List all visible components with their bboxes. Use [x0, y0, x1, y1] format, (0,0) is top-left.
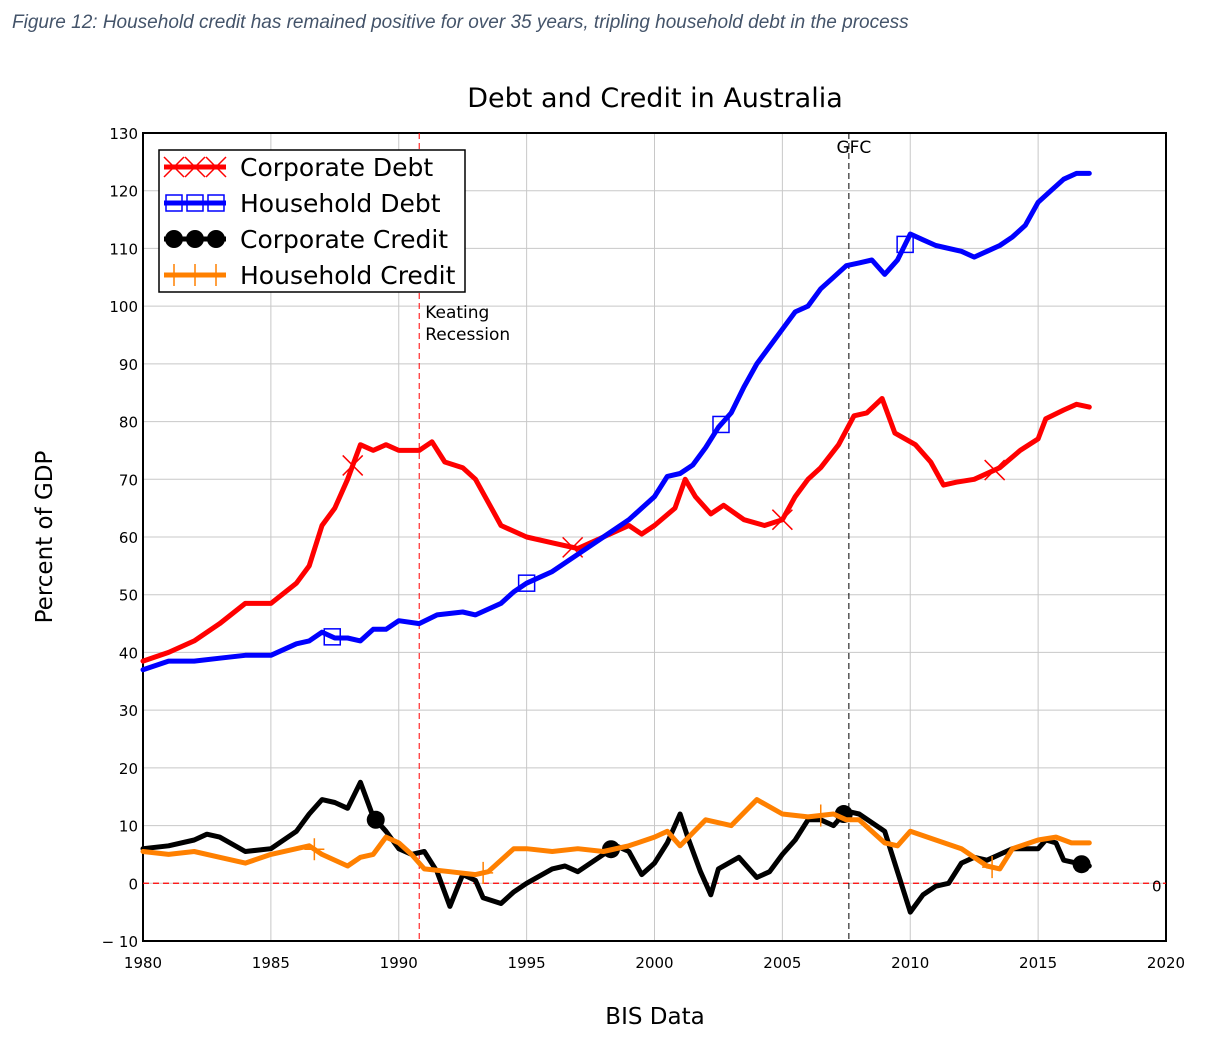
household-credit-line [140, 797, 1092, 878]
x-tick-label: 1990 [380, 954, 418, 972]
x-axis-label: BIS Data [605, 1004, 704, 1030]
zero-line-label: 0 [1152, 877, 1162, 895]
x-tick-label: 2005 [763, 954, 801, 972]
y-tick-label: 40 [119, 644, 138, 662]
annotation-label: Keating [425, 303, 489, 323]
x-tick-label: 1995 [508, 954, 546, 972]
legend-label-household-credit: Household Credit [240, 261, 456, 290]
legend-marker [163, 156, 185, 178]
x-tick-label: 1985 [252, 954, 290, 972]
household-debt-marker [712, 415, 730, 434]
y-tick-label: 90 [119, 356, 138, 374]
household-debt-marker [896, 235, 914, 254]
x-tick-label: 2020 [1147, 954, 1185, 972]
household-credit-marker [810, 804, 831, 827]
legend-marker [186, 194, 204, 212]
legend-marker [185, 264, 205, 286]
household-credit-marker [304, 838, 325, 861]
legend-label-household-debt: Household Debt [240, 189, 441, 218]
legend-label-corporate-credit: Corporate Credit [240, 225, 448, 254]
legend-marker [184, 156, 206, 178]
household-credit-marker [982, 856, 1003, 879]
y-tick-label: 10 [119, 818, 138, 836]
legend-marker [207, 230, 225, 248]
y-tick-label: 110 [109, 240, 138, 258]
household-debt-marker [517, 574, 536, 592]
corporate-credit-marker [1072, 855, 1091, 874]
x-tick-label: 2000 [635, 954, 673, 972]
corporate-debt-marker [984, 459, 1006, 481]
legend-marker [186, 230, 204, 248]
corporate-debt-marker [771, 509, 793, 531]
legend-marker [165, 194, 183, 212]
legend-marker [165, 230, 183, 248]
corporate-credit-marker [366, 810, 385, 829]
x-tick-label: 2015 [1019, 954, 1057, 972]
y-tick-label: 120 [109, 183, 138, 201]
x-tick-label: 1980 [124, 954, 162, 972]
y-tick-label: 20 [119, 760, 138, 778]
chart-title: Debt and Credit in Australia [467, 83, 843, 114]
household-debt-marker [323, 628, 342, 646]
household-credit-marker [473, 861, 494, 884]
y-tick-label: 60 [119, 529, 138, 547]
x-tick-label: 2010 [891, 954, 929, 972]
household-debt-line [140, 170, 1092, 673]
y-tick-label: 70 [119, 471, 138, 489]
figure-caption: Figure 12: Household credit has remained… [12, 12, 909, 33]
legend-marker [164, 264, 184, 286]
legend-marker [207, 194, 225, 212]
plot-frame [142, 132, 1167, 942]
corporate-debt-line [140, 396, 1092, 664]
annotation-label: GFC [836, 138, 871, 158]
y-axis-label: Percent of GDP [32, 451, 58, 624]
y-tick-label: 80 [119, 414, 138, 432]
y-tick-label: 30 [119, 702, 138, 720]
y-tick-label: 0 [128, 875, 138, 893]
y-tick-label: 50 [119, 587, 138, 605]
y-tick-label: 130 [109, 125, 138, 143]
annotation-label: Recession [425, 325, 510, 345]
y-tick-label: 100 [109, 298, 138, 316]
legend-marker [205, 156, 227, 178]
legend-label-corporate-debt: Corporate Debt [240, 153, 433, 182]
corporate-credit-line [140, 779, 1092, 915]
corporate-debt-marker [342, 454, 364, 476]
y-tick-label: − 10 [102, 933, 138, 951]
legend-marker [206, 264, 226, 286]
